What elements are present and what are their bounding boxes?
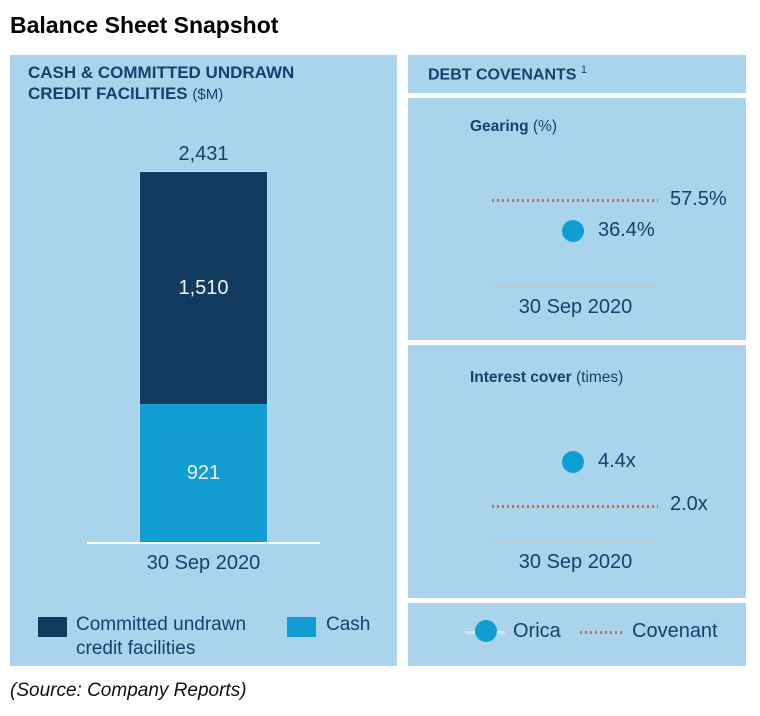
gearing-title: Gearing (%): [470, 118, 557, 136]
bar-segment-cash-value: 921: [186, 461, 221, 484]
debt-covenants-heading: DEBT COVENANTS 1: [428, 64, 587, 84]
cash-credit-facilities-panel: CASH & COMMITTED UNDRAWN CREDIT FACILITI…: [10, 55, 397, 666]
bar-segment-committed-value: 1,510: [178, 276, 229, 299]
gearing-orica-value: 36.4%: [598, 219, 655, 241]
legend-orica-dot: [475, 620, 497, 642]
interest-cover-title: Interest cover (times): [470, 369, 623, 387]
left-panel-heading: CASH & COMMITTED UNDRAWN CREDIT FACILITI…: [28, 63, 348, 104]
gearing-orica-marker-dot: [562, 220, 584, 242]
interest-cover-title-text: Interest cover: [470, 369, 572, 386]
legend-covenant-dotted-line: [580, 631, 622, 634]
stacked-bar: 1,510 921: [139, 171, 268, 543]
covenants-legend: Orica Covenant: [408, 603, 746, 666]
legend-orica-label: Orica: [513, 620, 561, 642]
gearing-covenant-value: 57.5%: [670, 188, 727, 210]
legend-label-cash: Cash: [326, 614, 371, 635]
bar-total-label: 2,431: [178, 143, 229, 165]
debt-covenants-header: DEBT COVENANTS 1: [408, 55, 746, 93]
page-title: Balance Sheet Snapshot: [10, 12, 279, 38]
gearing-axis-line: [492, 286, 659, 288]
footnote-marker: 1: [580, 63, 588, 76]
legend-covenant-label: Covenant: [632, 620, 718, 642]
bar-chart-baseline: [87, 542, 320, 544]
bar-segment-cash: 921: [140, 404, 267, 542]
interest-cover-axis-line: [492, 541, 659, 543]
gearing-covenant-dotted-line: [492, 199, 658, 202]
gearing-x-axis-label: 30 Sep 2020: [518, 296, 633, 318]
bar-chart-x-axis-label: 30 Sep 2020: [146, 552, 261, 574]
legend-swatch-committed-undrawn: [38, 617, 67, 637]
source-note: (Source: Company Reports): [10, 680, 247, 701]
left-panel-heading-text: CASH & COMMITTED UNDRAWN CREDIT FACILITI…: [28, 63, 295, 103]
gearing-title-text: Gearing: [470, 118, 529, 135]
interest-cover-orica-marker-dot: [562, 451, 584, 473]
interest-cover-title-unit: (times): [575, 369, 624, 386]
interest-cover-section: Interest cover (times) 4.4x 2.0x 30 Sep …: [408, 345, 746, 598]
debt-covenants-column: DEBT COVENANTS 1 Gearing (%) 57.5% 36.4%…: [408, 55, 746, 666]
interest-cover-x-axis-label: 30 Sep 2020: [518, 551, 633, 573]
interest-cover-orica-value: 4.4x: [598, 450, 636, 472]
legend-label-committed-undrawn: Committed undrawn credit facilities: [76, 614, 247, 659]
interest-cover-covenant-dotted-line: [492, 505, 658, 508]
debt-covenants-heading-text: DEBT COVENANTS: [428, 66, 577, 84]
legend-swatch-cash: [287, 617, 316, 637]
gearing-title-unit: (%): [532, 118, 557, 135]
left-panel-heading-unit: ($M): [192, 85, 224, 103]
gearing-section: Gearing (%) 57.5% 36.4% 30 Sep 2020: [408, 98, 746, 340]
interest-cover-covenant-value: 2.0x: [670, 493, 708, 515]
bar-segment-committed-undrawn: 1,510: [140, 172, 267, 404]
